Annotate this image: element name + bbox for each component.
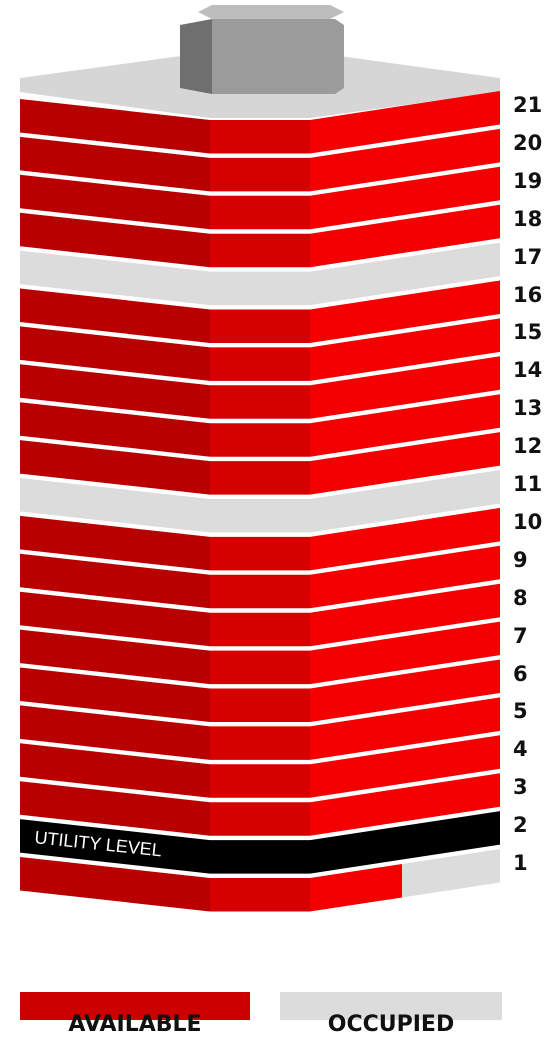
- floor-band-utility: [20, 811, 500, 874]
- floor-segment-right: [310, 735, 500, 798]
- floor-segment-middle: [210, 385, 310, 419]
- floor-number-20: 20: [513, 130, 543, 155]
- floor-number-14: 14: [513, 358, 543, 383]
- legend-available-label: AVAILABLE: [68, 1012, 202, 1037]
- floor-number-2: 2: [513, 813, 528, 838]
- floor-number-7: 7: [513, 623, 528, 648]
- floor-segment-left: [20, 705, 210, 760]
- floor-segment-left: [20, 440, 210, 495]
- floor-number-9: 9: [513, 547, 528, 572]
- floor-segment-left: [20, 99, 210, 154]
- floor-number-11: 11: [513, 472, 543, 496]
- floor-number-15: 15: [513, 320, 543, 345]
- floor-segment-middle: [210, 802, 310, 836]
- floor-segment-middle: [210, 536, 310, 571]
- floor-segment-right: [310, 166, 500, 230]
- floor-segment-left: [20, 515, 210, 571]
- floor-segment-middle: [210, 878, 310, 912]
- floor-segment-left: [20, 326, 210, 381]
- floor-segment-right: [310, 697, 500, 760]
- floor-number-19: 19: [513, 168, 543, 193]
- floor-number-3: 3: [513, 775, 528, 800]
- floor-segment-middle: [210, 650, 310, 685]
- floors: UTILITY LEVEL: [20, 91, 500, 912]
- floor-number-13: 13: [513, 396, 543, 421]
- floor-segment-left: [20, 212, 210, 268]
- floor-segment-right: [310, 432, 500, 495]
- legend-occupied-label: OCCUPIED: [327, 1012, 455, 1037]
- floor-number-21: 21: [513, 93, 543, 117]
- floor-segment-right: [310, 583, 500, 647]
- floor-segment-left: [20, 553, 210, 609]
- rooftop-box-front: [212, 19, 344, 94]
- floor-band-occupied: [20, 470, 500, 533]
- floor-segment-middle: [210, 688, 310, 722]
- floor-number-5: 5: [513, 699, 528, 724]
- floor-segment-middle: [210, 195, 310, 230]
- floor-segment-occupied: [402, 849, 500, 898]
- legend-occupied-swatch: [280, 992, 502, 1020]
- floor-segment-middle: [210, 347, 310, 381]
- floor-number-18: 18: [513, 206, 543, 231]
- floor-segment-right: [310, 659, 500, 722]
- floor-number-16: 16: [513, 282, 543, 307]
- floor-segment-right: [310, 507, 500, 571]
- floor-segment-right: [310, 280, 500, 343]
- floor-segment-middle: [210, 574, 310, 609]
- floor-segment-right: [310, 864, 402, 912]
- floor-segment-right: [310, 204, 500, 268]
- rooftop-box-top: [198, 5, 344, 19]
- floor-segment-right: [310, 394, 500, 457]
- legend-available-swatch: [20, 992, 250, 1020]
- floor-segment-right: [310, 773, 500, 836]
- floor-segment-right: [310, 318, 500, 381]
- floor-segment-left: [20, 288, 210, 343]
- floor-segment-left: [20, 743, 210, 798]
- floor-segment-middle: [210, 612, 310, 647]
- floor-segment-middle: [210, 423, 310, 457]
- building-diagram: UTILITY LEVEL: [20, 5, 500, 912]
- floor-number-8: 8: [513, 585, 528, 610]
- floor-segment-middle: [210, 233, 310, 268]
- floor-segment-middle: [210, 120, 310, 154]
- floor-segment-middle: [210, 157, 310, 192]
- floor-number-4: 4: [513, 737, 528, 762]
- floor-band-occupied: [20, 242, 500, 306]
- floor-segment-right: [310, 545, 500, 609]
- floor-segment-left: [20, 364, 210, 419]
- floor-number-10: 10: [513, 509, 543, 534]
- floor-segment-left: [20, 402, 210, 457]
- floor-number-1: 1: [513, 851, 528, 875]
- floor-number-6: 6: [513, 661, 528, 686]
- floor-segment-middle: [210, 309, 310, 343]
- floor-segment-right: [310, 621, 500, 685]
- rooftop-structure: [180, 5, 344, 94]
- floor-segment-left: [20, 857, 210, 912]
- floor-segment-middle: [210, 461, 310, 495]
- floor-number-17: 17: [513, 244, 543, 269]
- floor-segment-left: [20, 591, 210, 647]
- floor-segment-left: [20, 174, 210, 230]
- floor-number-12: 12: [513, 434, 543, 459]
- floor-segment-right: [310, 356, 500, 419]
- floor-segment-right: [310, 91, 500, 154]
- floor-segment-left: [20, 781, 210, 836]
- floor-segment-left: [20, 629, 210, 685]
- rooftop-box-side: [180, 19, 212, 94]
- floor-segment-middle: [210, 726, 310, 760]
- floor-segment-right: [310, 128, 500, 192]
- floor-segment-left: [20, 136, 210, 192]
- floor-segment-left: [20, 667, 210, 722]
- floor-segment-middle: [210, 764, 310, 798]
